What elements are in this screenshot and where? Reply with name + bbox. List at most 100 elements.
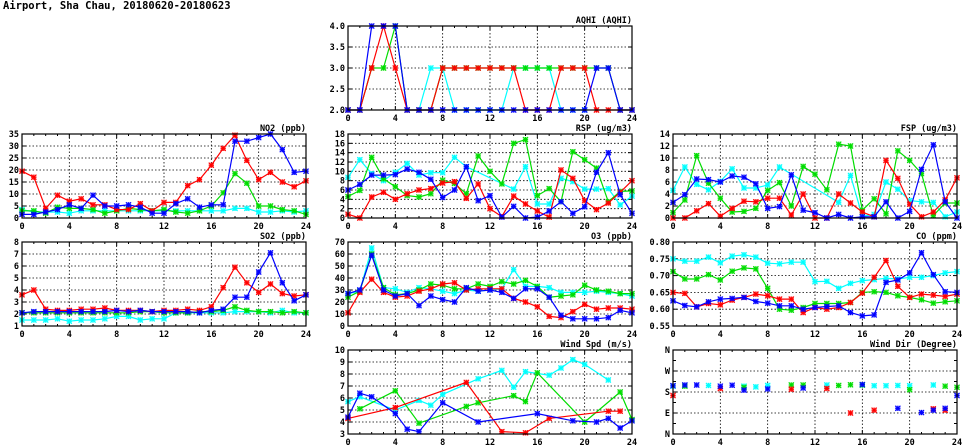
- data-point: [883, 198, 889, 205]
- marker-star: [800, 191, 807, 197]
- marker-star: [593, 165, 600, 172]
- data-point: [930, 141, 937, 148]
- data-point: [279, 179, 286, 185]
- marker-star: [605, 305, 612, 311]
- marker-star: [741, 185, 747, 191]
- x-tick-label: 4: [67, 222, 72, 232]
- data-point: [475, 399, 482, 406]
- marker-star: [368, 154, 375, 161]
- marker-star: [404, 290, 411, 297]
- data-point: [741, 294, 747, 301]
- data-point: [522, 163, 529, 170]
- marker-star: [534, 369, 541, 376]
- marker-star: [593, 206, 600, 213]
- data-point: [534, 201, 541, 207]
- y-tick-label: 10: [9, 190, 19, 200]
- marker-star: [752, 180, 759, 187]
- data-point: [220, 201, 227, 208]
- data-point: [788, 307, 795, 314]
- marker-star: [475, 375, 482, 382]
- marker-star: [267, 209, 274, 215]
- x-tick-label: 8: [440, 330, 445, 340]
- data-point: [30, 174, 37, 181]
- marker-star: [439, 288, 446, 295]
- marker-star: [906, 386, 913, 393]
- y-tick-label: 7: [14, 250, 19, 260]
- data-point: [510, 266, 517, 273]
- marker-star: [883, 198, 889, 205]
- marker-star: [894, 382, 901, 389]
- data-point: [894, 277, 901, 283]
- y-tick-label: 2: [14, 310, 19, 320]
- data-point: [510, 295, 517, 302]
- x-tick-label: 24: [301, 330, 311, 340]
- marker-star: [918, 249, 925, 256]
- x-tick-label: 8: [765, 330, 770, 340]
- data-point: [871, 311, 878, 318]
- marker-star: [906, 157, 913, 164]
- data-point: [752, 298, 759, 305]
- marker-star: [392, 404, 399, 411]
- marker-star: [267, 203, 274, 209]
- marker-star: [581, 315, 588, 322]
- data-point: [705, 186, 712, 193]
- marker-star: [416, 397, 422, 404]
- data-point: [752, 265, 759, 272]
- x-tick-label: 16: [532, 114, 542, 124]
- data-point: [605, 377, 612, 383]
- marker-star: [581, 301, 588, 308]
- marker-star: [835, 382, 842, 389]
- marker-star: [918, 274, 925, 281]
- marker-star: [243, 294, 250, 301]
- data-point: [942, 288, 949, 295]
- marker-star: [918, 170, 925, 177]
- marker-star: [534, 65, 541, 71]
- data-point: [823, 303, 830, 310]
- data-point: [764, 182, 771, 188]
- marker-star: [681, 191, 688, 198]
- marker-star: [871, 213, 878, 220]
- data-point: [546, 372, 553, 379]
- marker-star: [764, 195, 771, 202]
- data-point: [942, 213, 949, 220]
- marker-star: [404, 160, 411, 167]
- marker-star: [113, 206, 120, 213]
- data-point: [800, 191, 807, 197]
- marker-star: [930, 199, 937, 206]
- data-point: [463, 195, 470, 202]
- y-tick-label: 10: [660, 154, 670, 164]
- data-point: [776, 164, 783, 170]
- data-point: [356, 187, 363, 194]
- marker-star: [906, 201, 913, 208]
- data-point: [368, 252, 375, 259]
- marker-star: [776, 203, 783, 210]
- data-point: [161, 206, 167, 213]
- data-point: [593, 315, 600, 322]
- data-point: [416, 169, 422, 176]
- data-point: [487, 65, 493, 71]
- marker-star: [267, 169, 274, 176]
- data-point: [161, 308, 167, 315]
- marker-star: [243, 205, 250, 212]
- marker-star: [487, 192, 493, 199]
- data-point: [776, 179, 783, 186]
- data-point: [113, 313, 120, 320]
- x-tick-label: 12: [159, 330, 169, 340]
- marker-star: [581, 289, 588, 296]
- marker-star: [800, 207, 807, 214]
- marker-star: [593, 315, 600, 322]
- y-tick-label: 0.80: [650, 238, 670, 248]
- x-tick-label: 12: [810, 438, 820, 447]
- marker-star: [788, 307, 795, 314]
- data-point: [764, 382, 771, 389]
- marker-star: [681, 290, 688, 297]
- marker-star: [255, 134, 262, 141]
- data-point: [161, 210, 167, 217]
- data-point: [764, 386, 771, 392]
- data-point: [54, 206, 61, 213]
- marker-star: [279, 179, 286, 185]
- data-point: [149, 315, 156, 322]
- marker-star: [705, 186, 712, 193]
